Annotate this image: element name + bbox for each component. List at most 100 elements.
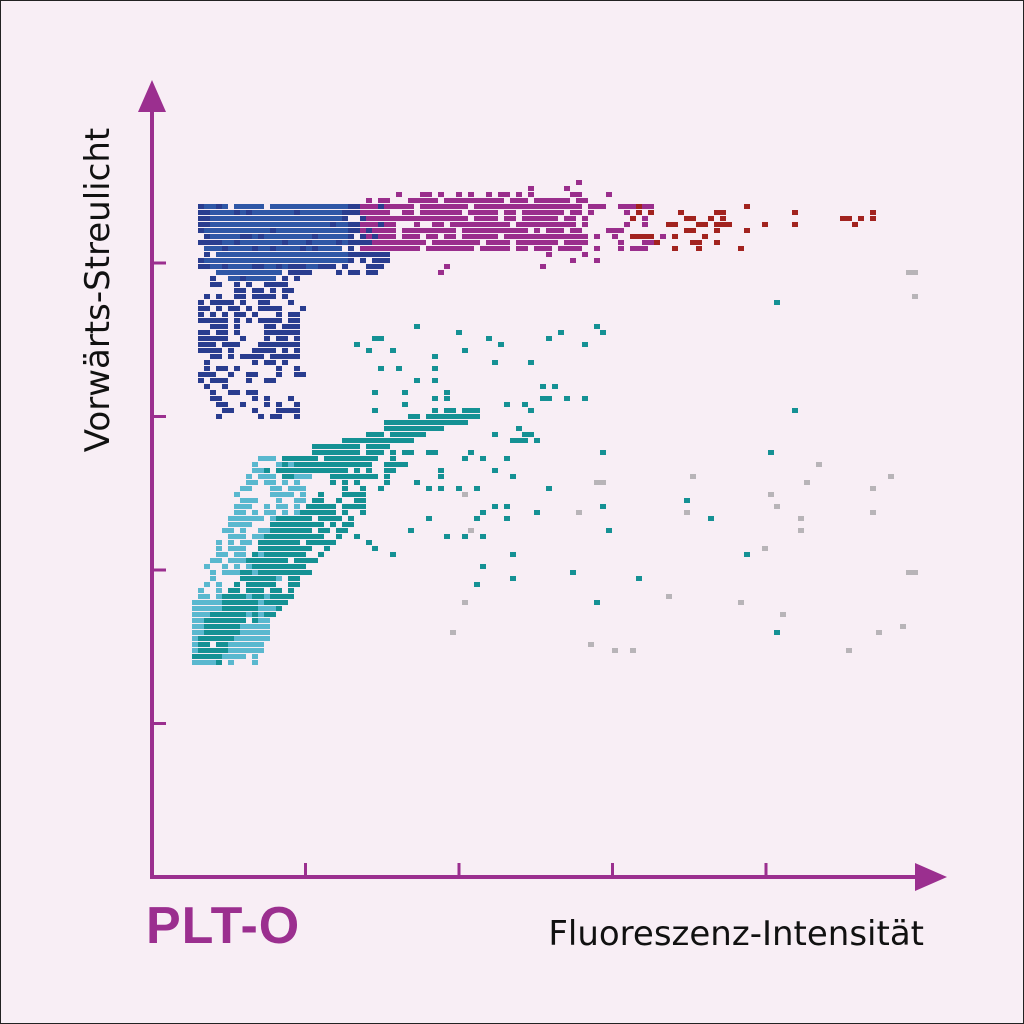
point-s3-726 — [264, 342, 270, 347]
point-s2-495 — [252, 576, 258, 581]
point-s3-941 — [294, 402, 300, 407]
point-s2-730 — [396, 432, 402, 437]
point-s3-510 — [372, 234, 378, 239]
point-s2-788 — [324, 444, 330, 449]
point-s5-494 — [534, 222, 540, 227]
point-s4-26 — [216, 264, 222, 269]
point-s3-871 — [222, 408, 228, 413]
point-s2-211 — [234, 582, 240, 587]
point-s3-830 — [258, 318, 264, 323]
point-s5-485 — [438, 228, 444, 233]
point-s5-260 — [498, 246, 504, 251]
point-s4-575 — [246, 258, 252, 263]
point-s1-317 — [246, 498, 252, 503]
point-s2-426 — [318, 504, 324, 509]
point-s5-52 — [402, 216, 408, 221]
point-s2-383 — [306, 522, 312, 527]
point-s2-127 — [240, 570, 246, 575]
point-s4-212 — [204, 258, 210, 263]
point-s3-450 — [354, 240, 360, 245]
point-s5-543 — [444, 240, 450, 245]
point-s3-820 — [294, 336, 300, 341]
point-s2-337 — [360, 492, 366, 497]
point-s5-581 — [516, 192, 522, 197]
point-s2-401 — [306, 540, 312, 545]
point-s3-761 — [270, 282, 276, 287]
point-s2-38 — [264, 570, 270, 575]
point-s1-230 — [258, 618, 264, 623]
point-s2-549 — [330, 522, 336, 527]
point-s5-555 — [414, 198, 420, 203]
point-s5-553 — [450, 228, 456, 233]
point-s5-641 — [504, 192, 510, 197]
point-s2-792 — [462, 414, 468, 419]
point-s1-393 — [294, 504, 300, 509]
point-s1-430 — [252, 516, 258, 521]
point-s3-812 — [294, 270, 300, 275]
point-s2-920 — [570, 570, 576, 575]
point-s5-452 — [432, 240, 438, 245]
point-s3-810 — [282, 336, 288, 341]
point-s2-524 — [306, 546, 312, 551]
point-s1-420 — [270, 510, 276, 515]
point-s2-541 — [276, 600, 282, 605]
point-s4-595 — [246, 252, 252, 257]
point-s2-635 — [300, 462, 306, 467]
point-s4-461 — [300, 234, 306, 239]
point-s5-530 — [510, 210, 516, 215]
point-s4-403 — [210, 216, 216, 221]
point-s3-926 — [240, 354, 246, 359]
point-s5-585 — [390, 222, 396, 227]
point-s5-232 — [414, 240, 420, 245]
point-s1-324 — [282, 480, 288, 485]
point-s5-521 — [462, 246, 468, 251]
point-s4-413 — [234, 246, 240, 251]
point-s3-837 — [216, 294, 222, 299]
point-s5-340 — [474, 240, 480, 245]
point-s3-814 — [270, 330, 276, 335]
point-s5-515 — [540, 204, 546, 209]
point-s5-341 — [516, 222, 522, 227]
point-s3-699 — [228, 342, 234, 347]
point-s3-789 — [288, 318, 294, 323]
point-s5-344 — [360, 228, 366, 233]
point-s5-164 — [546, 204, 552, 209]
point-s5-209 — [402, 240, 408, 245]
point-s5-349 — [492, 234, 498, 239]
point-s5-442 — [384, 240, 390, 245]
point-s2-260 — [252, 558, 258, 563]
point-s4-546 — [234, 252, 240, 257]
point-s3-819 — [204, 306, 210, 311]
point-s2-461 — [222, 612, 228, 617]
point-s5-104 — [444, 228, 450, 233]
point-s2-872 — [372, 546, 378, 551]
point-s4-448 — [330, 252, 336, 257]
point-s6-48 — [762, 222, 768, 227]
point-s2-350 — [330, 510, 336, 515]
point-s2-252 — [210, 654, 216, 659]
point-s2-516 — [282, 564, 288, 569]
point-s1-219 — [264, 624, 270, 629]
point-s5-528 — [372, 222, 378, 227]
point-s3-580 — [354, 204, 360, 209]
point-s2-653 — [300, 468, 306, 473]
point-s4-81 — [306, 210, 312, 215]
point-s1-440 — [294, 486, 300, 491]
point-s2-247 — [270, 534, 276, 539]
point-s2-164 — [198, 636, 204, 641]
point-s5-584 — [378, 234, 384, 239]
point-s4-262 — [240, 228, 246, 233]
point-s6-46 — [792, 222, 798, 227]
point-s1-449 — [258, 456, 264, 461]
point-s2-770 — [330, 450, 336, 455]
point-s2-308 — [390, 450, 396, 455]
point-s2-851 — [546, 486, 552, 491]
point-s1-434 — [234, 552, 240, 557]
point-s5-576 — [444, 246, 450, 251]
point-s1-395 — [216, 540, 222, 545]
point-s5-468 — [522, 198, 528, 203]
point-s2-157 — [246, 600, 252, 605]
point-s5-374 — [516, 198, 522, 203]
point-s4-320 — [300, 222, 306, 227]
point-s4-227 — [240, 204, 246, 209]
